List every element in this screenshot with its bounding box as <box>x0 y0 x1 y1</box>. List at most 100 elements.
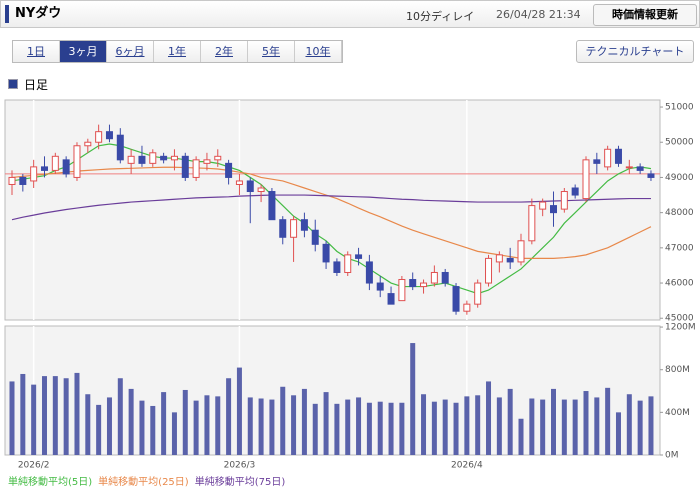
volume-bar <box>583 391 589 455</box>
candle-body <box>452 286 460 312</box>
candle-body <box>279 219 287 238</box>
volume-bar <box>193 400 199 455</box>
volume-bar <box>507 388 513 455</box>
volume-bar <box>128 388 134 455</box>
volume-bar <box>605 387 611 455</box>
volume-bar <box>615 412 621 455</box>
candle-body <box>181 155 189 178</box>
period-tabs: 1日 3ヶ月 6ヶ月 1年 2年 5年 10年 <box>12 40 343 63</box>
candle-body <box>398 279 406 302</box>
period-tab[interactable]: 5年 <box>248 41 295 62</box>
volume-bar <box>431 401 437 455</box>
candle-body <box>127 155 135 164</box>
candle-body <box>560 191 568 210</box>
candle-body <box>485 257 493 284</box>
technical-chart-button[interactable]: テクニカルチャート <box>576 40 694 63</box>
volume-bar <box>486 381 492 455</box>
candle-body <box>214 155 222 161</box>
volume-bar <box>20 373 26 455</box>
period-tab[interactable]: 3ヶ月 <box>60 41 107 62</box>
volume-bar <box>572 399 578 455</box>
volume-bar <box>161 392 167 455</box>
y-tick-label: 50000 <box>665 138 694 148</box>
candle-body <box>506 257 514 263</box>
y-tick-label: 1200M <box>665 323 696 333</box>
candle-body <box>225 162 233 178</box>
volume-bar <box>529 398 535 455</box>
legend-entry: 単純移動平均(25日) <box>98 475 189 488</box>
volume-bar <box>442 399 448 455</box>
period-tab[interactable]: 6ヶ月 <box>107 41 154 62</box>
period-tab[interactable]: 10年 <box>295 41 342 62</box>
y-tick-label: 49000 <box>665 173 694 183</box>
title: NYダウ <box>5 5 61 23</box>
volume-bar <box>410 343 416 455</box>
volume-bar <box>388 402 394 455</box>
volume-bar <box>356 397 362 455</box>
candle-body <box>495 254 503 263</box>
candle-body <box>84 141 92 147</box>
volume-bar <box>648 396 654 455</box>
volume-bar <box>96 404 102 455</box>
y-tick-label: 0M <box>665 451 679 461</box>
volume-bar <box>561 399 567 455</box>
y-tick-label: 45000 <box>665 314 694 324</box>
volume-bar <box>301 388 307 455</box>
candle-body <box>474 282 482 305</box>
y-tick-label: 46000 <box>665 279 694 289</box>
refresh-button[interactable]: 時価情報更新 <box>593 4 697 26</box>
candle-body <box>365 261 373 284</box>
volume-bar <box>247 397 253 455</box>
candle-body <box>73 145 81 178</box>
candle-body <box>30 166 38 182</box>
volume-bar <box>551 388 556 455</box>
volume-bar <box>9 381 15 455</box>
volume-bar <box>258 398 264 455</box>
candle-body <box>571 187 579 196</box>
candle-body <box>311 229 319 245</box>
candle-body <box>614 148 622 164</box>
legend-entry: 単純移動平均(5日) <box>8 475 92 488</box>
candle-body <box>246 180 254 193</box>
candle-body <box>290 219 298 238</box>
volume-bar <box>269 399 275 455</box>
candle-body <box>463 303 471 312</box>
x-tick-label: 2026/4 <box>451 461 483 471</box>
volume-bar <box>182 389 188 455</box>
y-tick-label: 48000 <box>665 208 694 218</box>
candle-body <box>625 166 633 169</box>
candle-body <box>355 254 363 259</box>
candle-body <box>517 240 525 263</box>
volume-bar <box>377 401 383 455</box>
volume-bar <box>334 403 340 455</box>
period-tab[interactable]: 1日 <box>13 41 60 62</box>
candle-body <box>257 187 265 193</box>
legend-entry: 単純移動平均(75日) <box>195 475 286 488</box>
volume-bar <box>117 378 123 455</box>
candle-body <box>344 254 352 273</box>
candle-body <box>593 159 601 164</box>
volume-bar <box>291 395 297 455</box>
volume-bar <box>464 396 470 455</box>
candle-body <box>8 176 16 185</box>
header: NYダウ 10分ディレイ 26/04/28 21:34 時価情報更新 <box>0 0 700 28</box>
candle-body <box>235 180 243 185</box>
candle-body <box>138 155 146 164</box>
volume-bar <box>594 397 600 455</box>
volume-bar <box>41 376 47 455</box>
x-tick-label: 2026/2 <box>18 461 50 471</box>
volume-bar <box>63 378 69 455</box>
volume-bar <box>518 418 524 455</box>
candle-body <box>170 155 178 161</box>
candle-body <box>430 271 438 284</box>
candle-body <box>409 279 417 288</box>
candle-body <box>40 166 48 171</box>
period-tab[interactable]: 2年 <box>201 41 248 62</box>
candle-body <box>539 201 547 210</box>
candle-body <box>322 243 330 263</box>
period-tab[interactable]: 1年 <box>154 41 201 62</box>
moving-average-line <box>11 166 652 259</box>
plot-area <box>4 325 661 456</box>
moving-average-line <box>11 194 651 221</box>
delay-note: 10分ディレイ <box>406 10 475 23</box>
